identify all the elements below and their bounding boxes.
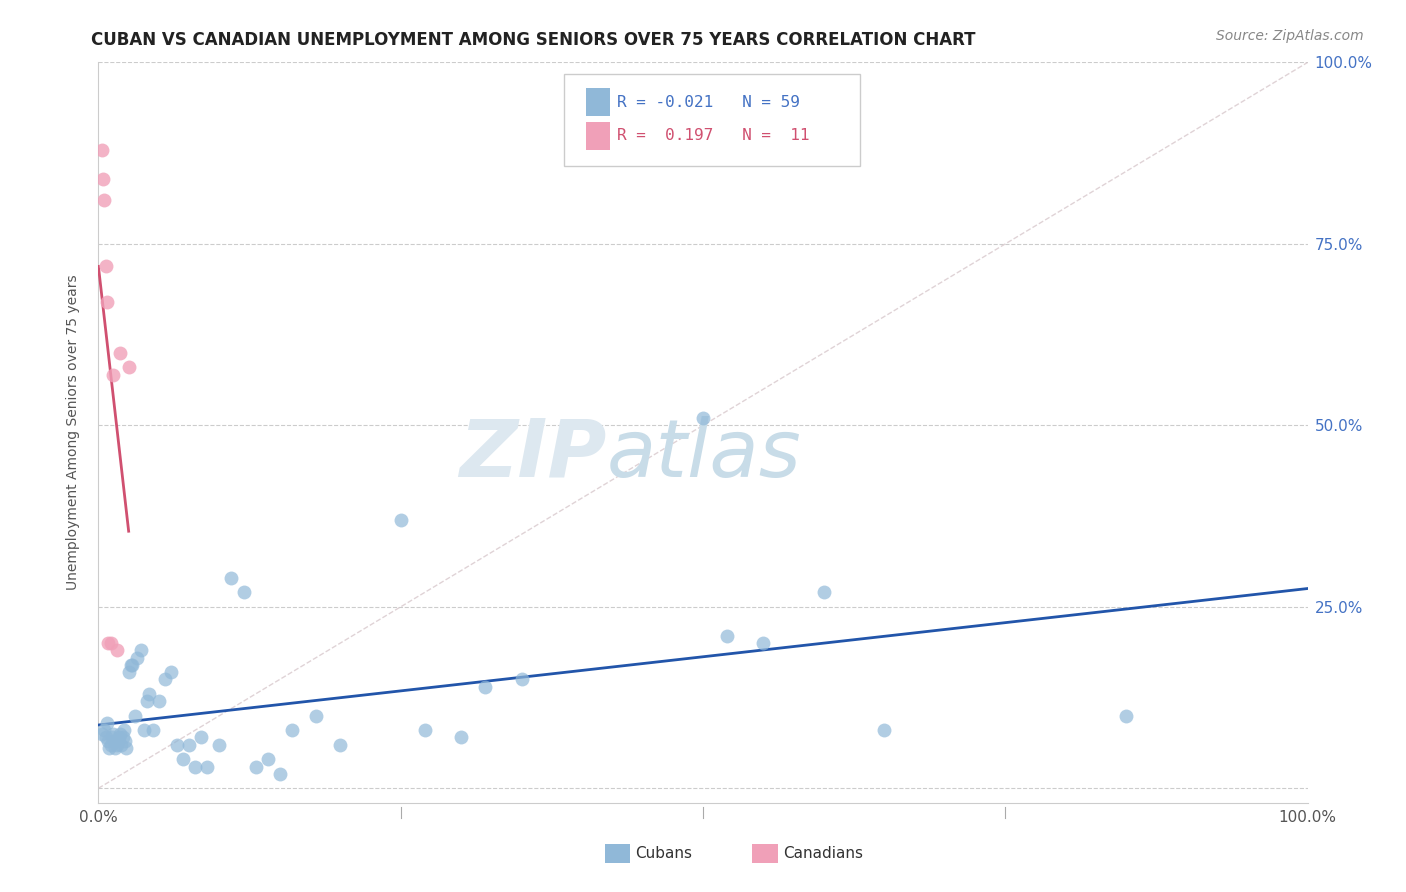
Point [716,629,738,643]
Point [97,636,120,650]
Point [232,585,254,599]
Point [148,694,170,708]
Point [104,741,127,756]
Point [184,759,207,773]
Point [221,571,243,585]
Text: R = -0.021   N = 59: R = -0.021 N = 59 [617,95,800,110]
Point [114,734,136,748]
Point [100,636,122,650]
Point [98,741,121,756]
Point [129,643,152,657]
Point [120,657,142,672]
Point [96,715,118,730]
Y-axis label: Unemployment Among Seniors over 75 years: Unemployment Among Seniors over 75 years [66,275,80,591]
Point [105,738,128,752]
Point [105,643,128,657]
Point [269,766,291,780]
Point [813,585,835,599]
Point [118,665,141,680]
Point [124,708,146,723]
Point [389,513,412,527]
Point [97,734,120,748]
Point [474,680,496,694]
Point [281,723,304,738]
Point [190,731,212,745]
Point [111,731,134,745]
Point [94,731,117,745]
Point [108,345,131,359]
Point [510,673,533,687]
Point [94,259,117,273]
Point [208,738,231,752]
Text: Cubans: Cubans [636,847,693,861]
Text: atlas: atlas [606,416,801,494]
Point [100,738,122,752]
Point [160,665,183,680]
Point [413,723,436,738]
Point [100,731,122,745]
Point [873,723,896,738]
Point [101,727,124,741]
Point [692,411,714,425]
Text: Canadians: Canadians [783,847,863,861]
Point [96,295,118,310]
Point [135,694,157,708]
Point [134,723,156,738]
Point [179,738,201,752]
Point [752,636,775,650]
Point [110,738,132,752]
Point [172,752,194,766]
Point [1115,708,1137,723]
Point [91,171,114,186]
Point [142,723,165,738]
Point [93,194,115,208]
Point [91,143,114,157]
Point [118,360,141,375]
Point [245,759,267,773]
Text: ZIP: ZIP [458,416,606,494]
Point [138,687,160,701]
Point [329,738,352,752]
Text: Source: ZipAtlas.com: Source: ZipAtlas.com [1216,29,1364,43]
Point [115,741,138,756]
Point [450,731,472,745]
Point [127,650,149,665]
Point [166,738,188,752]
Point [112,723,135,738]
Bar [586,88,610,117]
Point [121,657,143,672]
Point [91,727,114,741]
Point [108,731,131,745]
Point [107,734,129,748]
Point [108,727,131,741]
Point [195,759,218,773]
Point [256,752,278,766]
FancyBboxPatch shape [564,73,860,166]
Text: CUBAN VS CANADIAN UNEMPLOYMENT AMONG SENIORS OVER 75 YEARS CORRELATION CHART: CUBAN VS CANADIAN UNEMPLOYMENT AMONG SEN… [91,31,976,49]
Bar [586,121,610,150]
Point [103,734,125,748]
Point [153,673,176,687]
Point [305,708,328,723]
Point [101,368,124,382]
Point [93,723,115,738]
Text: R =  0.197   N =  11: R = 0.197 N = 11 [617,128,810,144]
